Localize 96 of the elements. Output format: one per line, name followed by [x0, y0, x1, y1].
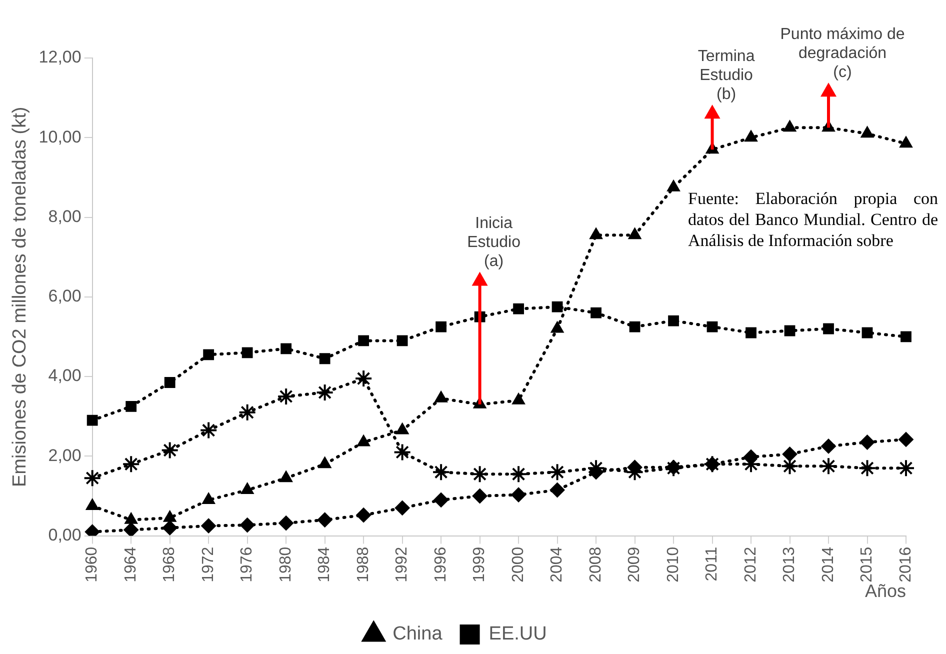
x-tick-label: 2013	[781, 546, 798, 582]
x-tick-label: 2012	[742, 546, 760, 582]
y-tick-label: 8,00	[48, 206, 82, 226]
point	[200, 421, 218, 440]
point	[319, 353, 330, 364]
x-tick-label: 2015	[858, 546, 876, 582]
x-tick-label: 1984	[316, 546, 334, 582]
x-tick-label: 2008	[587, 546, 604, 582]
y-tick-label: 4,00	[48, 366, 82, 386]
point	[862, 327, 873, 338]
point	[590, 307, 602, 318]
point	[898, 432, 914, 447]
y-tick-label: 12,00	[38, 48, 82, 67]
x-tick-label: 2010	[664, 546, 682, 582]
x-tick-label: 1992	[394, 546, 411, 582]
point	[396, 335, 408, 346]
y-tick-label: 6,00	[48, 286, 82, 306]
x-tick-label: 1960	[84, 546, 101, 582]
x-tick-label: 1968	[161, 546, 178, 582]
y-tick-label: 10,00	[38, 127, 82, 146]
annotation: Punto máximo de degradación (c)	[780, 26, 905, 82]
point	[783, 120, 796, 132]
point	[550, 482, 565, 498]
point	[628, 228, 642, 240]
point	[358, 335, 370, 346]
x-tick-label: 1999	[471, 546, 488, 582]
x-tick-label: 1988	[354, 546, 372, 582]
point	[354, 370, 373, 388]
point	[317, 512, 332, 528]
annotation: Termina Estudio (b)	[698, 48, 755, 103]
point	[83, 469, 102, 488]
x-tick-label: 2009	[626, 546, 644, 582]
point	[160, 441, 179, 460]
x-tick-label: 2011	[704, 546, 721, 582]
y-tick-label: 0,00	[48, 525, 82, 544]
legend-label: EE.UU	[488, 624, 547, 645]
point	[434, 492, 449, 508]
legend-label: China	[392, 624, 443, 645]
point	[238, 403, 256, 422]
point	[744, 130, 758, 142]
annotation: Inicia Estudio (a)	[467, 215, 521, 270]
x-axis-title: Años	[864, 581, 906, 602]
y-tick-label: 2,00	[48, 446, 82, 465]
x-tick-label: 2014	[820, 546, 837, 582]
point	[393, 443, 412, 462]
point	[203, 349, 214, 360]
x-tick-label: 2016	[897, 546, 914, 582]
point	[513, 303, 524, 314]
point	[164, 377, 176, 388]
point	[552, 301, 563, 312]
point	[589, 228, 603, 240]
point	[280, 343, 292, 354]
point	[510, 465, 528, 484]
point	[860, 126, 874, 138]
point	[122, 455, 140, 474]
point	[511, 487, 526, 502]
point	[432, 463, 450, 482]
point	[240, 518, 255, 533]
point	[668, 315, 679, 326]
point	[899, 136, 913, 148]
point	[550, 321, 564, 333]
point	[470, 465, 489, 484]
point	[126, 400, 137, 412]
x-tick-label: 2004	[548, 546, 566, 582]
point	[666, 180, 680, 192]
point	[278, 516, 294, 531]
point	[821, 438, 836, 454]
point	[86, 414, 98, 426]
point	[436, 321, 446, 332]
point	[394, 500, 410, 516]
point	[548, 463, 566, 482]
x-tick-label: 1964	[122, 546, 140, 582]
x-tick-label: 1972	[200, 546, 217, 582]
point	[784, 325, 796, 336]
point	[746, 327, 756, 338]
annotation: Fuente: Elaboración propia con datos del Banco Mundial. Centro de Análisis de Información sobre	[688, 188, 938, 251]
x-tick-label: 2000	[510, 546, 527, 582]
y-axis-title: Emisiones de CO2 millones de toneladas (kt)	[10, 106, 31, 487]
point	[782, 446, 798, 462]
point	[472, 488, 488, 504]
point	[860, 434, 875, 450]
point	[201, 518, 216, 534]
point	[242, 347, 253, 358]
point	[356, 508, 372, 523]
point	[706, 321, 718, 332]
point	[858, 459, 876, 478]
x-tick-label: 1976	[238, 546, 256, 582]
point	[162, 520, 178, 536]
point	[823, 323, 834, 334]
point	[124, 522, 139, 536]
point	[629, 321, 640, 332]
x-tick-label: 1996	[432, 546, 450, 582]
point	[316, 383, 334, 402]
point	[900, 331, 912, 342]
point	[277, 387, 296, 406]
x-tick-label: 1980	[277, 546, 294, 582]
